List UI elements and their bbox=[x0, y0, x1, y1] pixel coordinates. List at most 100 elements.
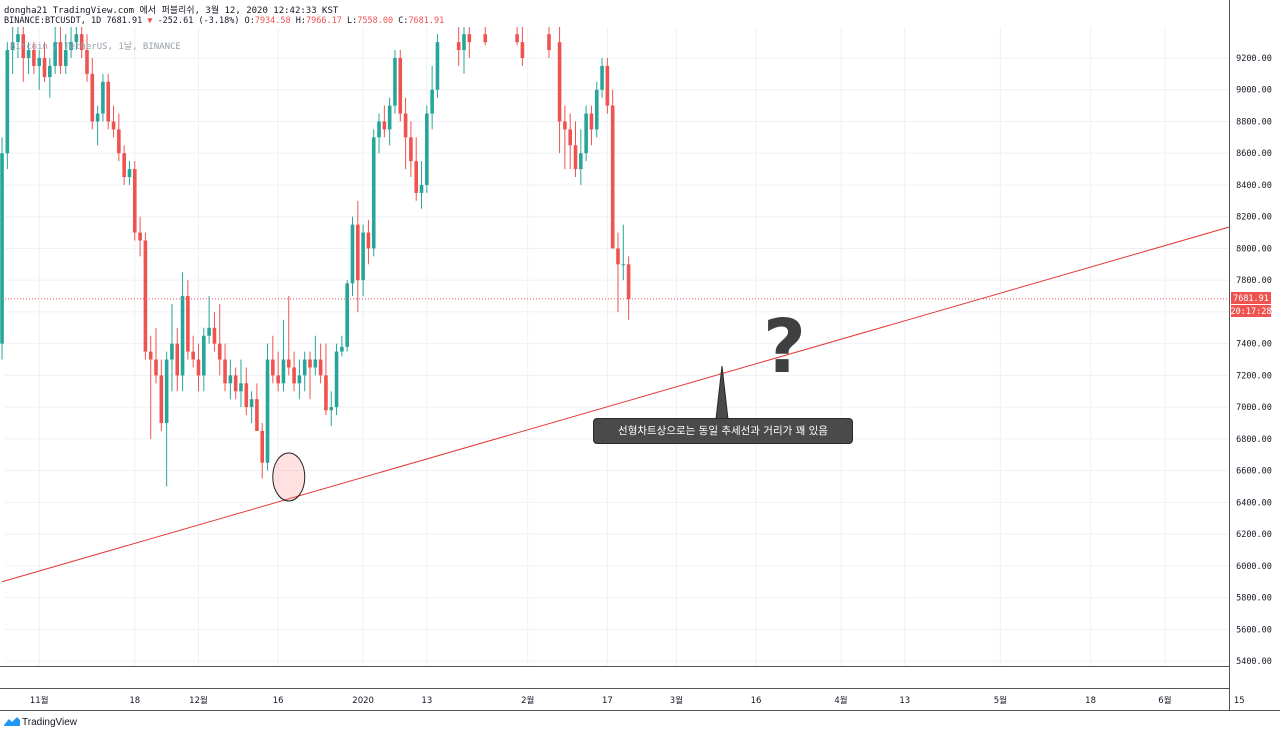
candle-body bbox=[579, 153, 583, 170]
candle-body bbox=[626, 264, 631, 300]
last-price-tag-bg bbox=[1231, 292, 1271, 304]
candle-body bbox=[594, 89, 599, 130]
candle-body bbox=[584, 113, 588, 154]
candle-body bbox=[74, 34, 79, 43]
candle-body bbox=[228, 375, 233, 384]
candle-body bbox=[605, 65, 610, 106]
candle-body bbox=[260, 430, 265, 463]
y-tick-label: 8000.00 bbox=[1236, 244, 1272, 254]
x-tick-label: 13 bbox=[899, 696, 910, 706]
x-tick-label: 12월 bbox=[189, 695, 208, 706]
candle-body bbox=[79, 34, 84, 51]
close-label: C: bbox=[398, 16, 409, 26]
candle-body bbox=[10, 42, 15, 51]
chart-grid bbox=[5, 27, 1240, 666]
candle-body bbox=[286, 359, 291, 368]
candle-body bbox=[143, 240, 148, 352]
candle-body bbox=[414, 161, 419, 193]
y-tick-label: 8400.00 bbox=[1236, 181, 1272, 191]
change: -252.61 (-3.18%) bbox=[157, 16, 240, 26]
candle-body bbox=[191, 351, 195, 360]
y-tick-label: 5800.00 bbox=[1236, 594, 1272, 604]
candle-body bbox=[425, 113, 429, 185]
ohlc-legend: BINANCE:BTCUSDT, 1D 7681.91 ▼ -252.61 (-… bbox=[4, 16, 444, 26]
candle-body bbox=[196, 359, 201, 376]
candle-body bbox=[223, 359, 227, 384]
candle-body bbox=[361, 232, 365, 281]
candle-body bbox=[467, 34, 472, 43]
candle-body bbox=[175, 343, 180, 376]
y-tick-label: 5400.00 bbox=[1236, 657, 1272, 667]
candle-body bbox=[371, 137, 376, 249]
candle-body bbox=[212, 327, 217, 344]
candle-body bbox=[138, 232, 142, 241]
candle-body bbox=[340, 346, 344, 352]
y-tick-label: 7800.00 bbox=[1236, 276, 1272, 286]
y-tick-label: 6000.00 bbox=[1236, 562, 1272, 572]
candle-body bbox=[430, 89, 434, 114]
open-value: 7934.58 bbox=[254, 16, 291, 26]
axes bbox=[0, 0, 1280, 711]
candle-body bbox=[419, 184, 424, 193]
candle-body bbox=[589, 113, 594, 130]
candle-body bbox=[85, 50, 89, 74]
x-tick-label: 4월 bbox=[834, 695, 847, 706]
candle-body bbox=[616, 248, 620, 265]
countdown-tag: 20:17:28 bbox=[1231, 307, 1272, 317]
x-tick-label: 2020 bbox=[352, 696, 374, 706]
candle-body bbox=[393, 58, 397, 106]
candle-body bbox=[398, 58, 403, 114]
candle-body bbox=[42, 58, 47, 78]
x-axis-labels: 11월 18 12월 16 2020 13 2월 17 3월 16 4월 13 5월 18 6월 15 bbox=[30, 695, 1245, 706]
highlight-circle[interactable] bbox=[272, 452, 306, 502]
last-price-tag: 7681.91 bbox=[1233, 294, 1269, 304]
y-tick-label: 6200.00 bbox=[1236, 530, 1272, 540]
candle-body bbox=[69, 42, 73, 51]
candle-body bbox=[520, 42, 525, 58]
candle-body bbox=[58, 42, 63, 66]
candle-body bbox=[0, 153, 4, 344]
candle-body bbox=[382, 121, 387, 130]
candle-body bbox=[132, 169, 137, 233]
candle-body bbox=[313, 359, 318, 368]
y-tick-label: 7400.00 bbox=[1236, 340, 1272, 350]
x-tick-label: 18 bbox=[1085, 696, 1096, 706]
candle-body bbox=[159, 375, 164, 424]
y-axis-labels: 5400.00 5600.00 5800.00 6000.00 6200.00 6400.… bbox=[1236, 54, 1272, 667]
tradingview-logo[interactable]: TradingView bbox=[4, 716, 77, 728]
y-tick-label: 8800.00 bbox=[1236, 117, 1272, 127]
candle-body bbox=[515, 34, 519, 43]
candle-body bbox=[239, 383, 243, 392]
annotation-callout[interactable]: 선형차트상으로는 동일 추세선과 거리가 꽤 있음 bbox=[593, 418, 853, 444]
candle-body bbox=[350, 224, 355, 284]
candle-body bbox=[403, 113, 408, 138]
candle-body bbox=[462, 34, 466, 51]
candle-body bbox=[37, 58, 41, 66]
x-tick-label: 5월 bbox=[994, 695, 1007, 706]
candle-body bbox=[276, 375, 280, 384]
candle-body bbox=[180, 296, 185, 376]
candle-body bbox=[292, 367, 296, 384]
candle-body bbox=[32, 50, 36, 66]
candle-body bbox=[377, 121, 381, 138]
candle-body bbox=[557, 42, 562, 122]
symbol-watermark: Bitcoin / TetherUS, 1날, BINANCE bbox=[10, 42, 181, 52]
x-tick-label: 16 bbox=[751, 696, 762, 706]
candle-body bbox=[308, 359, 312, 368]
candle-body bbox=[456, 42, 461, 51]
x-tick-label: 16 bbox=[273, 696, 284, 706]
candle-body bbox=[563, 121, 567, 130]
candle-body bbox=[610, 105, 615, 249]
y-tick-label: 9000.00 bbox=[1236, 86, 1272, 96]
candle-body bbox=[101, 81, 105, 114]
candle-body bbox=[483, 34, 488, 43]
candle-body bbox=[600, 65, 604, 90]
candle-body bbox=[547, 34, 551, 51]
trendline[interactable] bbox=[1, 209, 1280, 583]
candle-body bbox=[148, 351, 153, 360]
candle-body bbox=[244, 383, 249, 408]
candle-body bbox=[387, 105, 392, 130]
candle-body bbox=[334, 351, 339, 408]
price-tags: 7681.91 20:17:28 bbox=[1231, 292, 1272, 317]
